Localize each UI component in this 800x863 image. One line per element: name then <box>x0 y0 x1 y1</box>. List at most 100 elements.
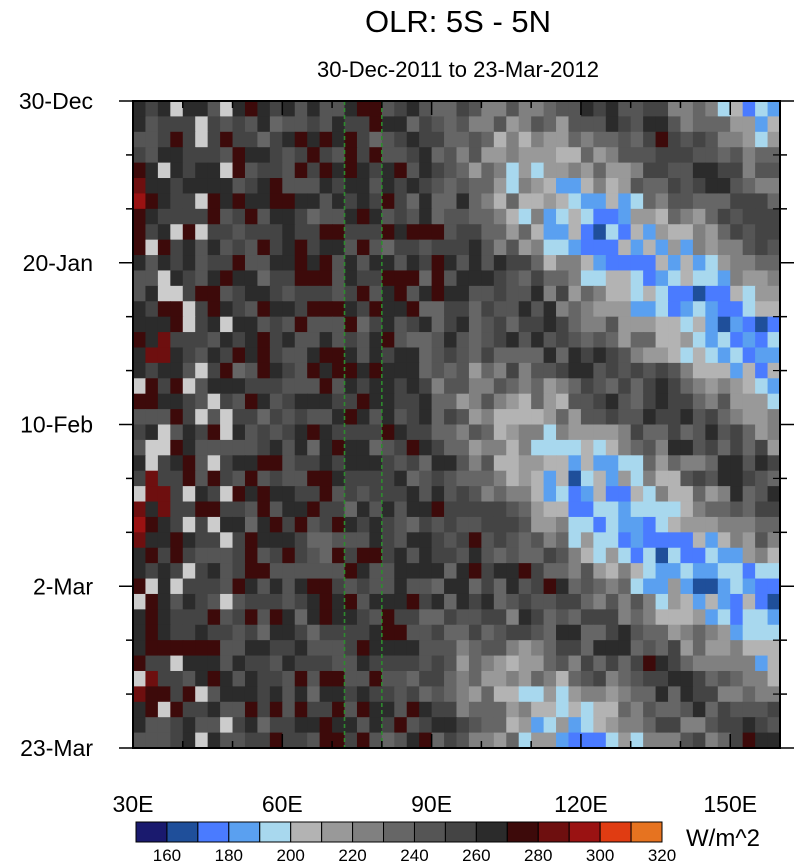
heatmap-cell <box>605 516 619 533</box>
heatmap-cell <box>605 609 619 626</box>
heatmap-cell <box>244 285 259 302</box>
colorbar-label: 300 <box>586 846 614 863</box>
heatmap-cell <box>767 332 781 349</box>
heatmap-cell <box>468 593 482 610</box>
heatmap-cell <box>170 239 184 256</box>
heatmap-cell <box>668 270 682 287</box>
heatmap-cell <box>444 532 458 549</box>
heatmap-cell <box>468 301 482 318</box>
heatmap-cell <box>419 116 433 133</box>
heatmap-cell <box>232 147 246 164</box>
heatmap-cell <box>419 147 433 164</box>
heatmap-cell <box>593 717 607 734</box>
heatmap-cell <box>307 640 321 657</box>
heatmap-cell <box>468 347 482 364</box>
heatmap-cell <box>593 101 607 117</box>
heatmap-cell <box>692 332 706 349</box>
heatmap-cell <box>332 547 346 564</box>
heatmap-cell <box>531 470 545 487</box>
heatmap-cell <box>593 378 607 395</box>
heatmap-cell <box>543 193 557 210</box>
heatmap-cell <box>133 393 147 410</box>
heatmap-cell <box>294 486 308 503</box>
heatmap-cell <box>282 701 296 718</box>
heatmap-cell <box>356 147 370 164</box>
heatmap-cell <box>145 362 159 379</box>
heatmap-cell <box>431 347 445 364</box>
heatmap-cell <box>680 455 694 472</box>
heatmap-cell <box>568 578 582 595</box>
heatmap-cell <box>456 501 470 518</box>
heatmap-cell <box>618 486 632 503</box>
heatmap-cell <box>307 101 321 117</box>
heatmap-cell <box>618 655 632 672</box>
heatmap-cell <box>356 655 370 672</box>
heatmap-cell <box>419 301 433 318</box>
heatmap-cell <box>643 255 657 272</box>
heatmap-cell <box>568 516 582 533</box>
heatmap-cell <box>605 670 619 687</box>
heatmap-cell <box>133 455 147 472</box>
heatmap-cell <box>692 193 706 210</box>
heatmap-cell <box>133 640 147 657</box>
heatmap-cell <box>481 178 495 195</box>
heatmap-cell <box>556 532 570 549</box>
heatmap-cell <box>468 578 482 595</box>
heatmap-cell <box>605 655 619 672</box>
heatmap-cell <box>431 609 445 626</box>
heatmap-cell <box>717 501 731 518</box>
heatmap-cell <box>157 547 171 564</box>
heatmap-cell <box>244 486 259 503</box>
heatmap-cell <box>668 670 682 687</box>
heatmap-cell <box>195 532 209 549</box>
heatmap-cell <box>543 701 557 718</box>
heatmap-cell <box>668 316 682 333</box>
heatmap-cell <box>381 316 395 333</box>
heatmap-cell <box>444 686 458 703</box>
colorbar-swatch <box>630 821 663 843</box>
heatmap-cell <box>518 316 532 333</box>
heatmap-cell <box>593 640 607 657</box>
heatmap-cell <box>157 424 171 441</box>
heatmap-cell <box>655 732 669 749</box>
heatmap-cell <box>630 563 644 580</box>
heatmap-cell <box>307 178 321 195</box>
heatmap-cell <box>655 701 669 718</box>
heatmap-cell <box>431 717 445 734</box>
heatmap-cell <box>618 439 632 456</box>
heatmap-cell <box>344 131 358 148</box>
heatmap-cell <box>344 686 358 703</box>
heatmap-cell <box>381 439 395 456</box>
heatmap-cell <box>456 686 470 703</box>
heatmap-cell <box>369 285 383 302</box>
heatmap-cell <box>244 332 259 349</box>
heatmap-cell <box>182 609 196 626</box>
heatmap-cell <box>767 193 781 210</box>
heatmap-cell <box>518 178 532 195</box>
heatmap-cell <box>767 532 781 549</box>
heatmap-cell <box>717 455 731 472</box>
heatmap-cell <box>356 162 370 179</box>
heatmap-cell <box>319 547 333 564</box>
heatmap-cell <box>282 193 296 210</box>
heatmap-cell <box>580 424 594 441</box>
heatmap-cell <box>356 208 370 225</box>
heatmap-cell <box>692 516 706 533</box>
heatmap-cell <box>531 239 545 256</box>
heatmap-cell <box>444 455 458 472</box>
heatmap-cell <box>369 178 383 195</box>
heatmap-cell <box>182 301 196 318</box>
heatmap-cell <box>730 178 744 195</box>
heatmap-cell <box>730 578 744 595</box>
heatmap-cell <box>182 316 196 333</box>
heatmap-cell <box>506 486 520 503</box>
heatmap-cell <box>269 347 283 364</box>
heatmap-cell <box>680 470 694 487</box>
heatmap-cell <box>344 316 358 333</box>
heatmap-cell <box>481 455 495 472</box>
heatmap-cell <box>195 609 209 626</box>
heatmap-cell <box>182 501 196 518</box>
heatmap-cell <box>294 717 308 734</box>
heatmap-cell <box>394 239 408 256</box>
heatmap-cell <box>182 147 196 164</box>
